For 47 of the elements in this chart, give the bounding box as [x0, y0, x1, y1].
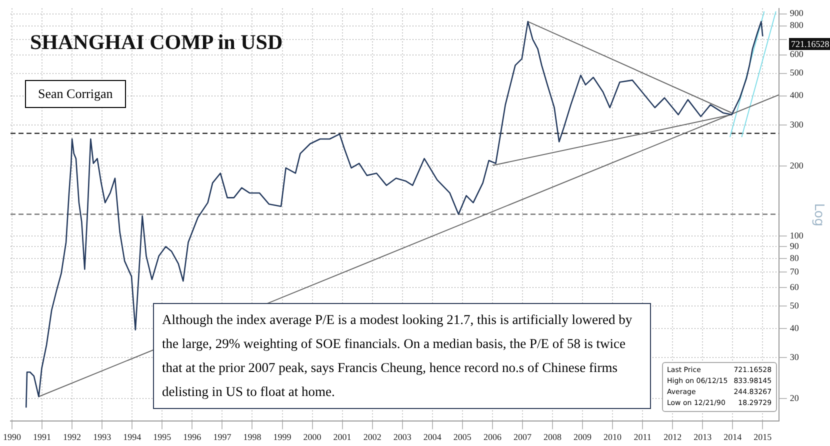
x-tick-label: 2012 — [664, 432, 682, 442]
y-axis-title: Log — [810, 203, 826, 226]
x-tick-label: 1990 — [3, 432, 22, 442]
x-tick-label: 1994 — [123, 432, 142, 442]
y-tick-label: 300 — [790, 119, 804, 130]
text: 721.16528 — [789, 38, 830, 50]
x-tick-label: 1993 — [93, 432, 112, 442]
y-tick-label: 600 — [790, 49, 804, 60]
y-tick-label: 20 — [790, 393, 800, 404]
x-tick-label: 1997 — [213, 432, 232, 442]
x-tick-label: 2015 — [754, 432, 772, 442]
x-tick-label: 2013 — [694, 432, 712, 442]
y-tick-label: 60 — [790, 282, 800, 292]
y-tick-label: 100 — [790, 230, 804, 240]
y-tick-label: 90 — [790, 240, 800, 251]
y-tick-label: 40 — [790, 322, 800, 333]
annotation: Sean Corrigan — [25, 80, 126, 108]
x-tick-label: 2014 — [724, 432, 742, 442]
annotation: Although the index average P/E is a modest looking 21.7, this is artificially lowered by the large, 29% weighting of SOE financials. On a median basis, the P/E of 58 is twice that at the prior 2007 peak, says Francis Cheung, hence record no.s of Chinese firms delisting in US to float at home. — [153, 303, 651, 409]
x-tick-label: 1992 — [63, 432, 82, 442]
y-tick-label: 500 — [790, 68, 804, 78]
x-tick-label: 2009 — [574, 432, 592, 442]
x-tick-label: 1999 — [273, 432, 292, 442]
y-tick-label: 30 — [790, 352, 800, 362]
y-tick-label: 200 — [790, 160, 804, 170]
x-tick-label: 1996 — [183, 432, 202, 442]
y-tick-label: 70 — [790, 266, 800, 276]
text: SHANGHAI COMP in USD — [30, 30, 283, 55]
y-tick-label: 800 — [790, 20, 804, 30]
x-tick-label: 2008 — [543, 432, 562, 442]
x-tick-label: 2010 — [604, 432, 622, 442]
x-tick-label: 2002 — [363, 432, 382, 442]
x-tick-label: 1998 — [243, 432, 262, 442]
x-tick-label: 2007 — [513, 432, 532, 442]
y-tick-label: 400 — [790, 90, 804, 100]
x-tick-label: 1995 — [153, 432, 172, 442]
x-tick-label: 2001 — [333, 432, 352, 442]
y-tick-label: 900 — [790, 8, 804, 18]
x-tick-label: 2011 — [634, 432, 652, 442]
x-tick-label: 2004 — [423, 432, 442, 442]
y-tick-label: 50 — [790, 300, 800, 310]
y-tick-label: 80 — [790, 252, 800, 263]
x-tick-label: 1991 — [33, 432, 52, 442]
x-tick-label: 2005 — [453, 432, 472, 442]
x-tick-label: 2003 — [393, 432, 412, 442]
x-tick-label: 2006 — [483, 432, 502, 442]
x-tick-label: 2000 — [303, 432, 322, 442]
